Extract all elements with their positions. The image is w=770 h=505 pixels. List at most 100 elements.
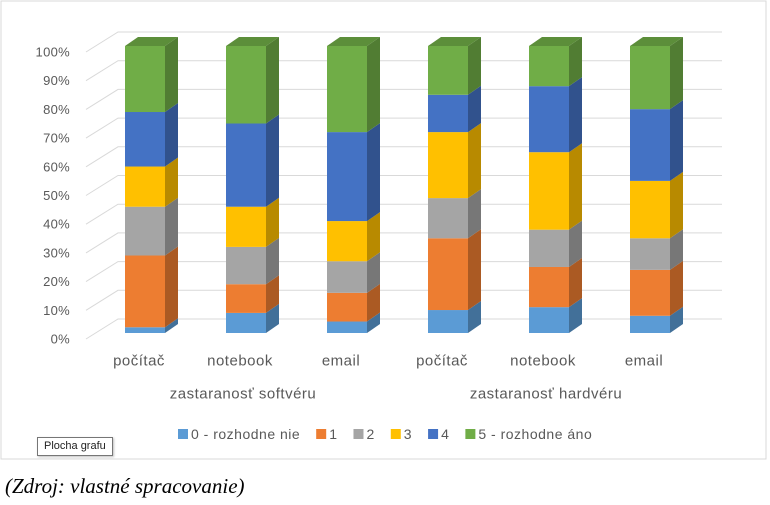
legend-item: 0 - rozhodne nie — [178, 426, 300, 442]
bar-segment — [125, 37, 178, 113]
x-tick-label: notebook — [510, 353, 576, 370]
chart-area-tooltip: Plocha grafu — [37, 437, 113, 456]
y-tick-label: 20% — [43, 274, 70, 289]
bar-side-face — [670, 171, 683, 239]
bar-side-face — [670, 229, 683, 270]
bar-top-face — [226, 37, 279, 46]
bar-segment — [529, 257, 582, 308]
bar-top-face — [327, 37, 380, 46]
bar-front-face — [428, 310, 468, 333]
bar-front-face — [529, 266, 569, 308]
x-tick-label: počítač — [416, 353, 468, 370]
bar-segment — [529, 220, 582, 267]
y-tick-label: 90% — [43, 73, 70, 88]
bar-segment — [327, 252, 380, 293]
bar-front-face — [125, 255, 165, 328]
x-tick-label: email — [322, 353, 360, 370]
bar-side-face — [266, 114, 279, 207]
bar-side-face — [569, 143, 582, 230]
bar-front-face — [630, 269, 670, 316]
bar-segment — [529, 77, 582, 153]
bar-front-face — [630, 46, 670, 110]
bar-front-face — [226, 312, 266, 333]
bar-stack — [529, 37, 582, 333]
bar-segment — [327, 37, 380, 133]
gridline — [85, 60, 722, 82]
bar-top-face — [529, 37, 582, 46]
bar-side-face — [165, 197, 178, 256]
bar-segment — [428, 301, 481, 333]
x-tick-label: notebook — [207, 353, 273, 370]
gridline — [85, 232, 722, 254]
legend-swatch — [465, 429, 476, 439]
bar-front-face — [125, 327, 165, 333]
bar-side-face — [468, 229, 481, 311]
gridline — [85, 31, 722, 53]
legend-item: 3 — [390, 426, 412, 442]
bar-side-face — [266, 237, 279, 285]
bar-side-face — [569, 298, 582, 333]
y-axis-labels: 0% 10% 20% 30% 40% 50% 60% 70% 80% 90% 100% — [36, 45, 70, 347]
x-tick-label: počítač — [113, 353, 165, 370]
legend-label: 2 — [366, 426, 374, 442]
bar-front-face — [428, 46, 468, 95]
bar-segment — [630, 171, 683, 239]
bar-segment — [125, 197, 178, 256]
bar-front-face — [428, 198, 468, 239]
bar-stack — [630, 37, 683, 333]
bar-side-face — [670, 260, 683, 316]
bar-segment — [428, 37, 481, 95]
bar-segment — [529, 298, 582, 333]
legend-item: 4 — [428, 426, 449, 442]
bar-front-face — [630, 109, 670, 181]
bar-front-face — [428, 94, 468, 133]
bar-side-face — [165, 157, 178, 207]
legend-swatch — [178, 429, 188, 439]
y-tick-label: 60% — [43, 159, 70, 174]
bar-segment — [327, 312, 380, 333]
bar-side-face — [670, 306, 683, 333]
gridline — [85, 88, 722, 110]
bar-front-face — [428, 238, 468, 311]
bars — [125, 37, 683, 333]
bar-segment — [125, 157, 178, 207]
bar-front-face — [125, 112, 165, 167]
bar-front-face — [226, 246, 266, 285]
bar-segment — [226, 114, 279, 207]
bar-side-face — [468, 189, 481, 239]
y-tick-label: 40% — [43, 217, 70, 232]
stacked-column-chart: 0% 10% 20% 30% 40% 50% 60% 70% 80% 90% 100% počítač… — [0, 0, 767, 460]
chart-area[interactable]: 0% 10% 20% 30% 40% 50% 60% 70% 80% 90% 100% počítač… — [0, 0, 770, 462]
bar-front-face — [529, 46, 569, 87]
bar-front-face — [125, 46, 165, 113]
bar-side-face — [266, 37, 279, 124]
bar-side-face — [165, 103, 178, 167]
bar-side-face — [569, 257, 582, 308]
bar-segment — [630, 306, 683, 333]
legend-swatch — [390, 429, 401, 439]
bar-front-face — [529, 152, 569, 230]
bar-stack — [327, 37, 380, 333]
bar-front-face — [327, 132, 367, 222]
bar-segment — [630, 37, 683, 110]
bar-side-face — [670, 100, 683, 181]
bar-segment — [226, 197, 279, 247]
bar-side-face — [367, 212, 380, 262]
legend-swatch — [316, 429, 327, 439]
bar-side-face — [468, 37, 481, 95]
bar-side-face — [367, 312, 380, 333]
gridline — [85, 146, 722, 168]
bar-segment — [428, 189, 481, 239]
bar-segment — [630, 260, 683, 316]
y-tick-label: 30% — [43, 245, 70, 260]
bar-front-face — [327, 261, 367, 293]
bar-top-face — [125, 37, 178, 46]
y-tick-label: 70% — [43, 131, 70, 146]
bar-side-face — [569, 77, 582, 153]
gridline — [85, 175, 722, 196]
bar-stack — [125, 37, 178, 333]
gridline — [85, 289, 722, 311]
legend-swatch — [353, 429, 364, 439]
bar-top-face — [428, 37, 481, 46]
legend: 0 - rozhodne nie 1 2 3 4 5 - rozhodne áno — [178, 426, 592, 442]
